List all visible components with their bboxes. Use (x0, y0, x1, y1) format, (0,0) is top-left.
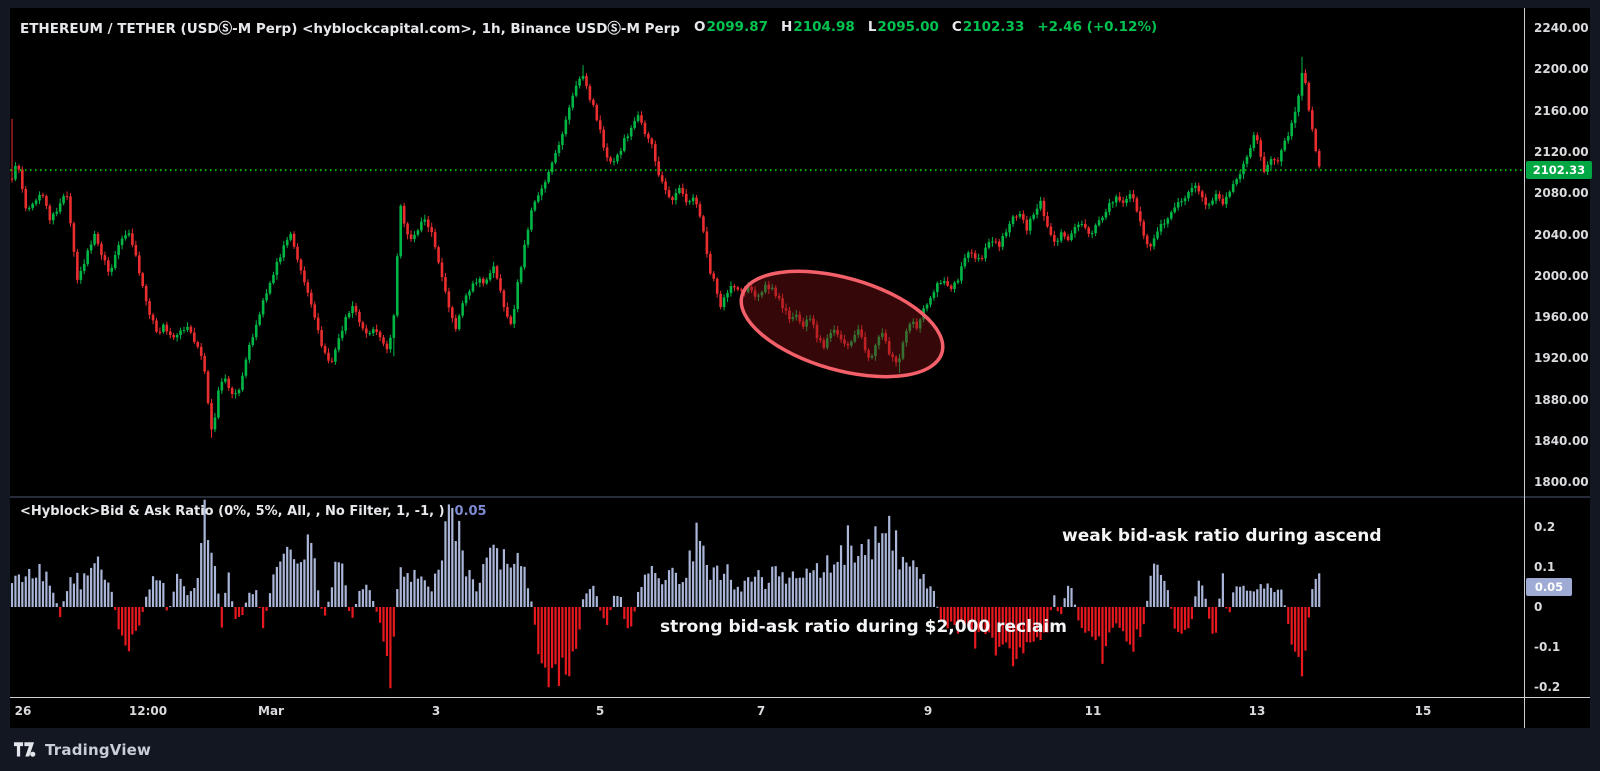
low-label: L (867, 19, 877, 35)
price-tick-label: 2040.00 (1534, 227, 1589, 242)
time-axis[interactable]: 26 12:00 Mar 3 5 7 9 11 13 15 (0, 697, 1524, 728)
indicator-tick-label: 0.2 (1534, 520, 1556, 535)
price-tick-label: 1840.00 (1534, 434, 1589, 448)
price-tick-label: 1960.00 (1534, 310, 1589, 325)
price-axis[interactable]: 2240.00 2200.00 2160.00 2120.00 2080.00 2040.… (1525, 0, 1600, 771)
indicator-title[interactable]: <Hyblock>Bid & Ask Ratio (0%, 5%, All, ,… (20, 503, 445, 519)
low-value: 2095.00 (877, 19, 939, 35)
price-tick-label: 2240.00 (1534, 21, 1589, 35)
annotation-strong-bid-ask[interactable]: strong bid-ask ratio during $2,000 recla… (660, 617, 1067, 637)
time-tick-label: 7 (756, 704, 766, 718)
ohlc-high: H 2104.98 (781, 19, 855, 35)
symbol-title[interactable]: ETHEREUM / TETHER (USDⓈ-M Perp) <hyblock… (20, 21, 681, 37)
time-tick-label: 5 (595, 704, 605, 718)
open-label: O (694, 19, 706, 35)
price-tick-label: 1800.00 (1534, 475, 1589, 490)
price-tick-label: 1920.00 (1534, 351, 1589, 366)
time-tick-label: 11 (1084, 704, 1102, 718)
close-value: 2102.33 (962, 19, 1025, 35)
indicator-tick-label: 0 (1534, 600, 1543, 614)
indicator-value: 0.05 (454, 503, 487, 519)
chart-background (10, 8, 1590, 728)
ohlc-values: O 2099.87 H 2104.98 L 2095.00 C 2102.33 +2.4… (694, 19, 1157, 35)
footer-brand-text[interactable]: TradingView (45, 740, 152, 759)
time-tick-label: Mar (258, 704, 284, 718)
pane-separator[interactable] (10, 496, 1590, 498)
chart-canvas[interactable] (10, 8, 1524, 697)
time-tick-label: 15 (1414, 704, 1432, 718)
price-axis-border (1524, 8, 1525, 728)
time-tick-label: 9 (923, 704, 933, 718)
open-value: 2099.87 (706, 19, 769, 35)
indicator-axis[interactable]: 0.2 0.1 0 -0.1 -0.2 (1525, 0, 1600, 771)
time-axis-border (10, 697, 1590, 698)
tradingview-logo-icon[interactable] (14, 741, 36, 758)
indicator-legend[interactable]: <Hyblock>Bid & Ask Ratio (0%, 5%, All, ,… (20, 503, 487, 519)
high-label: H (781, 19, 793, 35)
indicator-tick-label: 0.1 (1534, 560, 1556, 575)
price-tick-label: 2120.00 (1534, 144, 1589, 159)
price-tick-label: 2080.00 (1534, 186, 1589, 201)
ohlc-close: C 2102.33 (952, 19, 1024, 35)
time-tick-label: 3 (431, 704, 441, 718)
annotation-weak-bid-ask[interactable]: weak bid-ask ratio during ascend (1062, 526, 1382, 546)
chart-legend[interactable]: ETHEREUM / TETHER (USDⓈ-M Perp) <hyblock… (20, 18, 1157, 37)
change-value: +2.46 (+0.12%) (1037, 19, 1158, 35)
current-price-label: 2102.33 (1526, 161, 1592, 180)
ohlc-low: L 2095.00 (868, 19, 939, 35)
indicator-tick-label: -0.2 (1534, 679, 1561, 694)
ohlc-open: O 2099.87 (694, 19, 768, 35)
time-tick-label: 26 (14, 704, 32, 718)
time-tick-label: 13 (1248, 704, 1266, 718)
time-tick-label: 12:00 (128, 704, 168, 718)
indicator-value-label: 0.05 (1526, 578, 1572, 597)
price-tick-label: 2000.00 (1534, 268, 1589, 283)
price-tick-label: 2160.00 (1534, 103, 1589, 118)
footer-bar: TradingView (0, 728, 1600, 771)
indicator-tick-label: -0.1 (1534, 639, 1561, 654)
high-value: 2104.98 (793, 19, 855, 35)
price-tick-label: 1880.00 (1534, 392, 1589, 407)
close-label: C (951, 19, 962, 35)
price-tick-label: 2200.00 (1534, 62, 1589, 77)
